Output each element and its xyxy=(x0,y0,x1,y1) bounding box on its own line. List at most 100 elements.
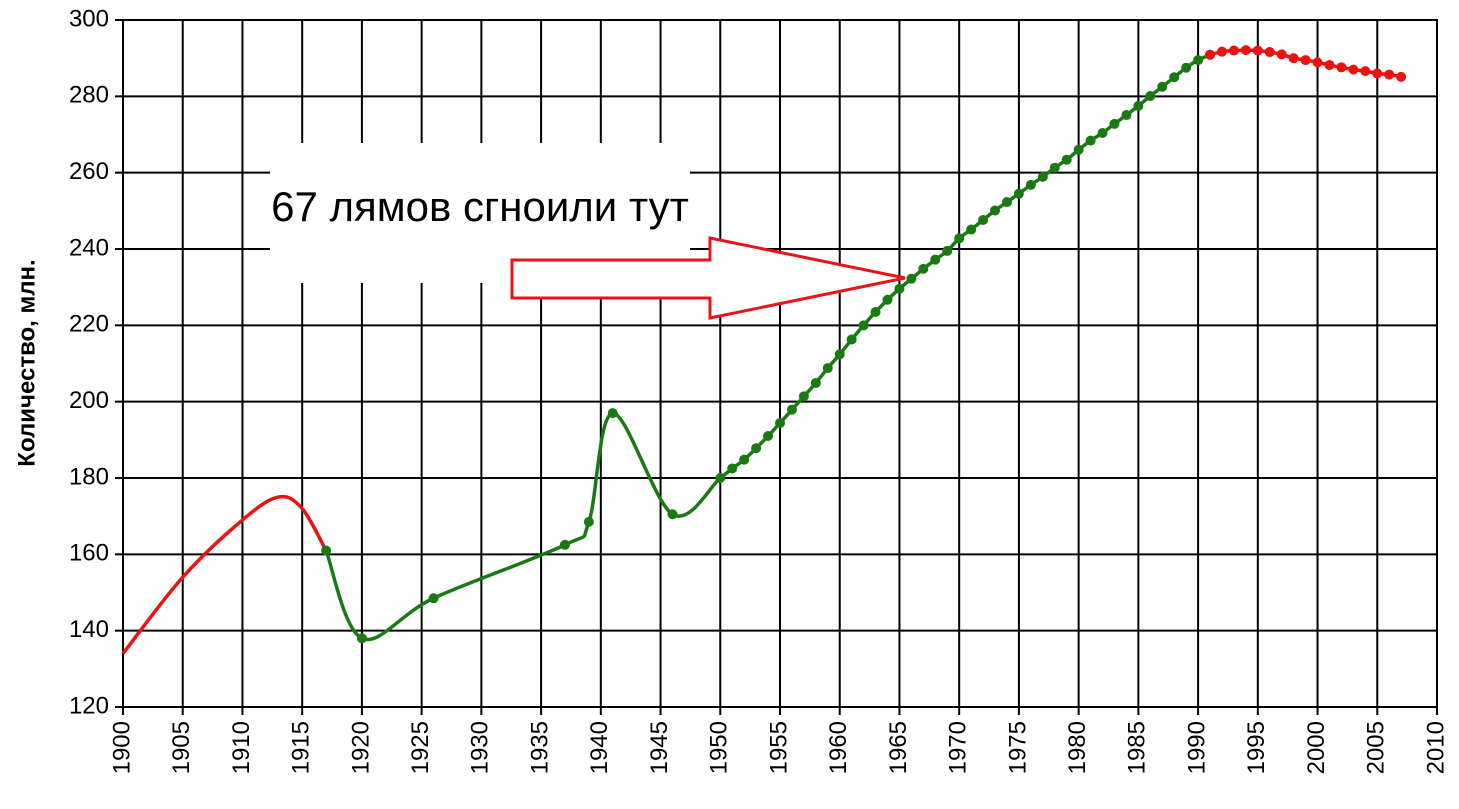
point xyxy=(1348,64,1359,75)
point xyxy=(942,245,953,256)
point xyxy=(906,273,917,284)
point xyxy=(870,306,881,317)
point xyxy=(1025,179,1036,190)
point xyxy=(966,224,977,235)
point xyxy=(1240,45,1251,56)
series-line xyxy=(324,53,1211,642)
x-tick-label: 2005 xyxy=(1363,721,1390,774)
point xyxy=(1216,46,1227,57)
x-tick-label: 1930 xyxy=(467,721,494,774)
point xyxy=(1252,45,1263,56)
annotation: 67 лямов сгноили тут xyxy=(271,183,689,230)
point xyxy=(798,391,809,402)
point xyxy=(428,593,439,604)
point xyxy=(1013,188,1024,199)
point xyxy=(667,509,678,520)
point xyxy=(894,283,905,294)
x-tick-label: 2010 xyxy=(1422,721,1449,774)
point xyxy=(1109,118,1120,129)
point xyxy=(1288,53,1299,64)
point xyxy=(786,404,797,415)
point xyxy=(1169,72,1180,83)
y-tick-label: 160 xyxy=(69,540,109,567)
y-tick-label: 140 xyxy=(69,616,109,643)
x-tick-label: 1985 xyxy=(1124,721,1151,774)
point xyxy=(1372,68,1383,79)
point xyxy=(930,254,941,265)
y-tick-label: 280 xyxy=(69,82,109,109)
x-tick-label: 1925 xyxy=(407,721,434,774)
point xyxy=(1181,62,1192,73)
x-tick-label: 1905 xyxy=(168,721,195,774)
x-tick-label: 1965 xyxy=(885,721,912,774)
y-tick-label: 180 xyxy=(69,463,109,490)
x-tick-label: 1945 xyxy=(646,721,673,774)
point xyxy=(1336,62,1347,73)
point xyxy=(1276,49,1287,60)
point xyxy=(1085,135,1096,146)
plot-frame xyxy=(122,19,1438,708)
y-tick-label: 200 xyxy=(69,387,109,414)
point xyxy=(739,454,750,465)
point xyxy=(727,463,738,474)
x-tick-label: 1935 xyxy=(526,721,553,774)
x-tick-label: 1990 xyxy=(1183,721,1210,774)
y-tick-label: 300 xyxy=(69,5,109,32)
point xyxy=(1300,55,1311,66)
point xyxy=(1312,57,1323,68)
point xyxy=(1145,90,1156,101)
point xyxy=(834,349,845,360)
point xyxy=(1049,162,1060,173)
point xyxy=(715,473,726,483)
x-tick-label: 1975 xyxy=(1004,721,1031,774)
point xyxy=(1097,127,1108,138)
series-line xyxy=(121,494,328,655)
x-tick-label: 1955 xyxy=(765,721,792,774)
x-tick-label: 1950 xyxy=(706,721,733,774)
y-tick-label: 260 xyxy=(69,158,109,185)
x-tick-label: 1995 xyxy=(1243,721,1270,774)
point xyxy=(1396,71,1407,82)
y-tick-label: 240 xyxy=(69,234,109,261)
point xyxy=(1205,49,1216,60)
x-tick-label: 1915 xyxy=(288,721,315,774)
point xyxy=(1384,69,1395,80)
point xyxy=(1360,66,1371,77)
x-tick-label: 1970 xyxy=(945,721,972,774)
point xyxy=(1037,171,1048,182)
point xyxy=(1228,45,1239,56)
point xyxy=(1133,100,1144,111)
point xyxy=(356,633,367,644)
y-tick-label: 220 xyxy=(69,311,109,338)
y-tick-label: 120 xyxy=(69,692,109,719)
point xyxy=(810,377,821,388)
point xyxy=(918,263,929,274)
point xyxy=(1073,144,1084,155)
grid: 120 140 160 180 200 220 240 260 280 300 1900 1905 19… xyxy=(69,5,1449,774)
point xyxy=(822,363,833,374)
point xyxy=(954,233,965,244)
point xyxy=(1324,60,1335,71)
y-axis-label: Количество, млн. xyxy=(13,259,40,466)
point xyxy=(990,205,1001,216)
lines xyxy=(121,45,1407,655)
point xyxy=(1264,47,1275,58)
point xyxy=(583,516,594,527)
point xyxy=(1193,55,1204,66)
x-tick-label: 1920 xyxy=(347,721,374,774)
x-tick-label: 1980 xyxy=(1064,721,1091,774)
point xyxy=(559,539,570,550)
annotation-arrow xyxy=(510,236,906,320)
point xyxy=(882,294,893,305)
point xyxy=(1061,154,1072,165)
point xyxy=(763,431,774,442)
x-tick-label: 1960 xyxy=(825,721,852,774)
point xyxy=(858,320,869,331)
point xyxy=(1157,81,1168,92)
point xyxy=(846,334,857,345)
x-tick-label: 1940 xyxy=(586,721,613,774)
point xyxy=(978,214,989,225)
x-tick-label: 1900 xyxy=(108,721,135,774)
x-tick-label: 1910 xyxy=(228,721,255,774)
